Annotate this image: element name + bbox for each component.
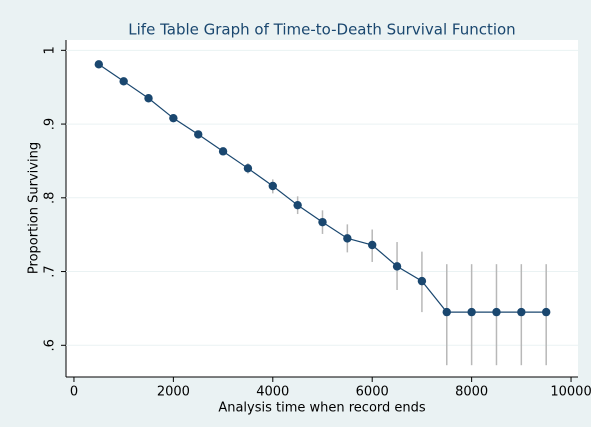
x-tick-label: 6000 <box>356 385 389 400</box>
marker <box>318 217 327 227</box>
x-tick-label: 0 <box>70 385 78 400</box>
marker <box>492 307 501 317</box>
marker <box>517 307 526 317</box>
marker <box>392 262 402 271</box>
x-tick-label: 2000 <box>157 385 190 400</box>
marker <box>243 164 253 173</box>
y-axis-label: Proportion Surviving <box>27 142 42 274</box>
marker <box>194 130 203 139</box>
y-tick-label: 1 <box>43 46 58 54</box>
marker <box>467 307 476 317</box>
marker <box>442 307 451 317</box>
y-tick-label: .7 <box>43 265 58 277</box>
marker <box>144 94 153 103</box>
marker <box>417 276 427 286</box>
marker <box>368 240 377 250</box>
marker <box>293 200 302 210</box>
marker <box>541 307 551 317</box>
marker <box>343 234 352 243</box>
marker <box>218 147 228 156</box>
marker <box>94 60 104 69</box>
plot-area <box>66 40 578 377</box>
chart-title: Life Table Graph of Time-to-Death Surviv… <box>128 21 515 39</box>
marker <box>268 181 277 191</box>
y-tick-label: .6 <box>43 339 58 351</box>
x-axis-label: Analysis time when record ends <box>218 401 426 416</box>
x-tick-label: 8000 <box>455 385 488 400</box>
x-tick-label: 10000 <box>550 385 591 400</box>
x-tick-label: 4000 <box>256 385 289 400</box>
marker <box>119 77 128 86</box>
y-tick-label: .9 <box>43 118 58 130</box>
y-tick-label: .8 <box>43 192 58 204</box>
marker <box>169 113 178 123</box>
